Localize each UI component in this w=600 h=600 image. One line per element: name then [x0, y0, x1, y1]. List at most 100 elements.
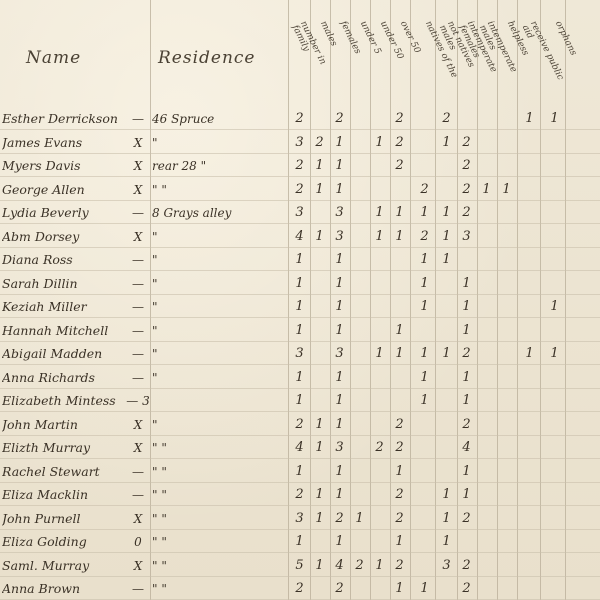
resident-name: Elizth Murray: [2, 440, 91, 455]
count-value: 1: [315, 158, 324, 173]
resident-name: Sarah Dillin: [2, 276, 78, 291]
residence-value: ": [152, 253, 158, 267]
count-value: 1: [420, 346, 429, 361]
count-value: 4: [462, 440, 471, 455]
status-mark: —: [132, 347, 144, 361]
count-value: 3: [462, 229, 471, 244]
count-value: 2: [295, 487, 304, 502]
row-rule: [0, 388, 600, 389]
count-value: 1: [375, 229, 384, 244]
status-mark: — 3: [126, 394, 150, 408]
count-value: 1: [375, 205, 384, 220]
count-value: 2: [462, 158, 471, 173]
count-value: 1: [442, 511, 451, 526]
count-value: 1: [462, 487, 471, 502]
count-value: 4: [335, 558, 344, 573]
row-rule: [0, 176, 600, 177]
count-value: 1: [420, 205, 429, 220]
count-value: 1: [335, 135, 344, 150]
row-rule: [0, 552, 600, 553]
column-rule: [540, 0, 541, 600]
resident-name: Elizabeth Mintess: [2, 393, 116, 408]
row-rule: [0, 576, 600, 577]
count-value: 1: [550, 111, 559, 126]
row-rule: [0, 270, 600, 271]
count-value: 2: [420, 182, 429, 197]
count-value: 1: [335, 276, 344, 291]
count-value: 1: [315, 511, 324, 526]
count-value: 1: [550, 299, 559, 314]
count-value: 4: [295, 229, 304, 244]
column-rule: [350, 0, 351, 600]
count-value: 2: [295, 182, 304, 197]
count-value: 2: [395, 487, 404, 502]
residence-value: " ": [152, 535, 167, 549]
count-value: 1: [550, 346, 559, 361]
residence-value: ": [152, 230, 158, 244]
count-value: 1: [442, 346, 451, 361]
count-value: 1: [295, 393, 304, 408]
count-value: 1: [442, 534, 451, 549]
count-value: 3: [335, 440, 344, 455]
status-mark: —: [132, 324, 144, 338]
resident-name: Lydia Beverly: [2, 205, 89, 220]
count-value: 1: [395, 323, 404, 338]
count-value: 1: [335, 299, 344, 314]
name-column-header: Name: [26, 48, 82, 68]
count-value: 2: [395, 135, 404, 150]
row-rule: [0, 458, 600, 459]
count-value: 1: [335, 534, 344, 549]
count-value: 1: [335, 393, 344, 408]
residence-value: " ": [152, 441, 167, 455]
count-value: 1: [315, 487, 324, 502]
count-value: 1: [295, 299, 304, 314]
row-rule: [0, 505, 600, 506]
count-value: 1: [442, 229, 451, 244]
count-value: 2: [295, 581, 304, 596]
count-value: 1: [295, 464, 304, 479]
count-value: 3: [295, 135, 304, 150]
count-value: 1: [525, 346, 534, 361]
count-value: 2: [462, 182, 471, 197]
count-value: 3: [295, 511, 304, 526]
row-rule: [0, 317, 600, 318]
column-rule: [390, 0, 391, 600]
count-value: 2: [395, 111, 404, 126]
column-rule: [310, 0, 311, 600]
count-value: 3: [295, 205, 304, 220]
residence-value: ": [152, 136, 158, 150]
count-value: 2: [395, 440, 404, 455]
count-value: 2: [420, 229, 429, 244]
count-value: 1: [462, 393, 471, 408]
count-value: 1: [420, 276, 429, 291]
column-rule: [477, 0, 478, 600]
resident-name: Eliza Golding: [2, 534, 87, 549]
count-value: 1: [295, 534, 304, 549]
count-value: 4: [295, 440, 304, 455]
count-value: 2: [375, 440, 384, 455]
count-value: 1: [355, 511, 364, 526]
count-value: 3: [335, 205, 344, 220]
column-rule: [517, 0, 518, 600]
column-rule: [435, 0, 436, 600]
resident-name: Keziah Miller: [2, 299, 87, 314]
count-value: 1: [335, 323, 344, 338]
resident-name: Anna Richards: [2, 370, 95, 385]
residence-column-header: Residence: [158, 48, 256, 68]
residence-value: ": [152, 277, 158, 291]
count-value: 1: [420, 581, 429, 596]
count-value: 2: [395, 558, 404, 573]
resident-name: Rachel Stewart: [2, 464, 100, 479]
column-rule: [497, 0, 498, 600]
count-value: 1: [462, 370, 471, 385]
count-value: 1: [442, 135, 451, 150]
count-value: 1: [335, 158, 344, 173]
residence-value: ": [152, 300, 158, 314]
count-value: 1: [295, 252, 304, 267]
status-mark: X: [133, 512, 143, 526]
count-value: 1: [525, 111, 534, 126]
count-value: 2: [295, 158, 304, 173]
resident-name: James Evans: [2, 135, 83, 150]
residence-value: " ": [152, 582, 167, 596]
